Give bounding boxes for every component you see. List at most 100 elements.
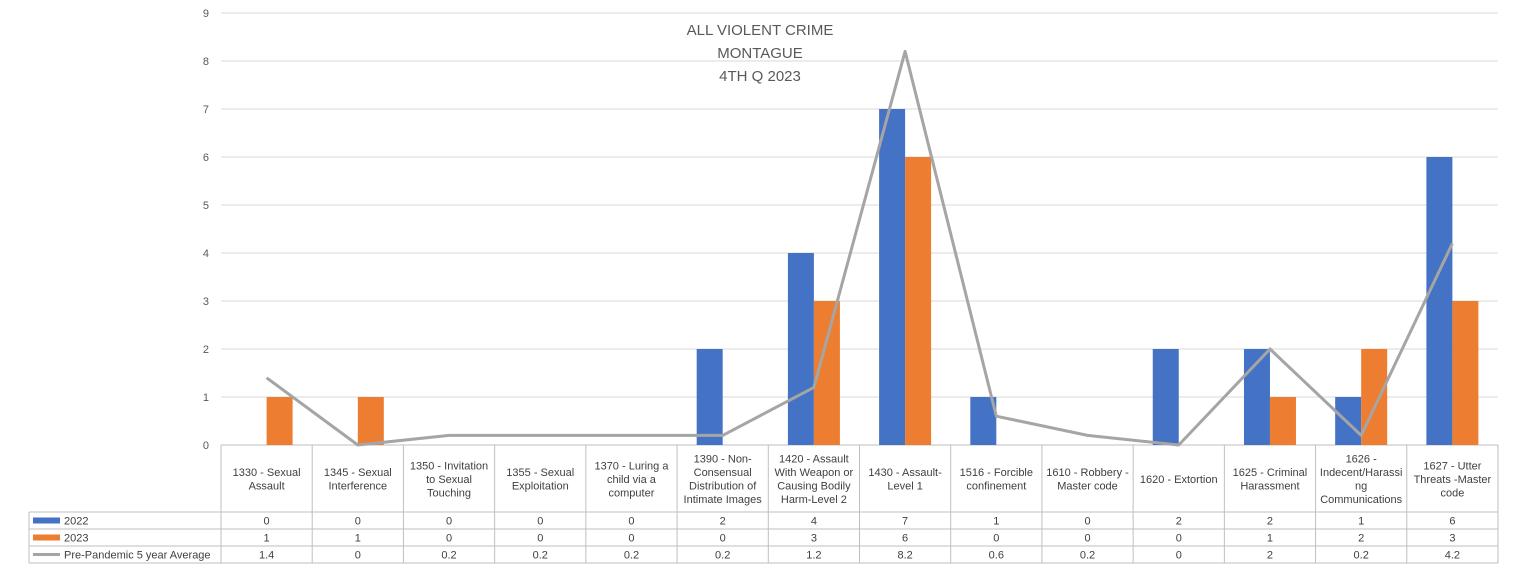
table-cell: 2 [1176, 516, 1182, 528]
table-cell: 0.2 [533, 550, 548, 562]
table-cell: 0 [355, 550, 361, 562]
category-label: Harm-Level 2 [781, 494, 847, 506]
table-cell: 4.2 [1445, 550, 1460, 562]
category-label: Exploitation [512, 481, 569, 493]
table-cell: 1 [993, 516, 999, 528]
category-label: Harassment [1240, 481, 1299, 493]
category-label: Communications [1320, 494, 1402, 506]
category-label: 1350 - Invitation [410, 460, 488, 472]
bar-2023-0 [266, 397, 293, 445]
table-cell: 0.2 [1080, 550, 1095, 562]
table-cell: 1 [1358, 516, 1364, 528]
y-tick-label: 1 [203, 392, 209, 404]
category-label: 1620 - Extortion [1140, 474, 1218, 486]
category-label: Touching [427, 487, 471, 499]
legend-label: 2023 [64, 533, 88, 545]
table-cell: 2 [1267, 516, 1273, 528]
y-tick-label: 2 [203, 344, 209, 356]
table-cell: 1.4 [259, 550, 274, 562]
category-label: 1627 - Utter [1423, 460, 1481, 472]
table-cell: 2 [720, 516, 726, 528]
category-label: Master code [1057, 481, 1118, 493]
table-cell: 1.2 [806, 550, 821, 562]
y-tick-label: 8 [203, 56, 209, 68]
legend-label: 2022 [64, 516, 88, 528]
y-tick-label: 9 [203, 8, 209, 20]
bar-2023-11 [1269, 397, 1296, 445]
y-tick-label: 4 [203, 248, 209, 260]
category-label: Distribution of [689, 481, 757, 493]
bar-2022-12 [1335, 397, 1362, 445]
category-label: 1626 - [1346, 454, 1378, 466]
category-label: Indecent/Harassi [1320, 467, 1403, 479]
y-tick-label: 5 [203, 200, 209, 212]
table-cell: 0.6 [989, 550, 1004, 562]
category-label: Assault [249, 481, 285, 493]
bar-2022-11 [1243, 349, 1270, 445]
table-cell: 0 [264, 516, 270, 528]
table-cell: 0.2 [441, 550, 456, 562]
table-cell: 8.2 [897, 550, 912, 562]
y-tick-label: 0 [203, 440, 209, 452]
legend-key-2023 [33, 534, 60, 541]
table-cell: 1 [264, 533, 270, 545]
table-cell: 0 [355, 516, 361, 528]
y-tick-label: 7 [203, 104, 209, 116]
y-tick-label: 6 [203, 152, 209, 164]
bar-2023-7 [905, 157, 932, 445]
table-cell: 3 [811, 533, 817, 545]
table-cell: 0 [537, 533, 543, 545]
chart-title-line: 4TH Q 2023 [719, 68, 801, 85]
table-cell: 0.2 [1354, 550, 1369, 562]
table-cell: 6 [902, 533, 908, 545]
table-cell: 0.2 [624, 550, 639, 562]
category-label: 1610 - Robbery - [1046, 467, 1129, 479]
category-label: 1625 - Criminal [1233, 467, 1308, 479]
table-cell: 0 [1084, 516, 1090, 528]
category-label: code [1440, 487, 1464, 499]
bar-2023-1 [357, 397, 384, 445]
legend-key-2022 [33, 517, 60, 524]
table-cell: 0 [446, 516, 452, 528]
table-cell: 2 [1358, 533, 1364, 545]
category-label: Level 1 [887, 481, 922, 493]
bar-2022-13 [1426, 157, 1453, 445]
category-label: computer [609, 487, 655, 499]
category-label: Intimate Images [684, 494, 763, 506]
table-cell: 0 [1084, 533, 1090, 545]
category-label: ng [1355, 481, 1367, 493]
bar-2023-13 [1452, 301, 1479, 445]
category-label: 1420 - Assault [779, 454, 849, 466]
table-cell: 7 [902, 516, 908, 528]
bar-2022-10 [1152, 349, 1179, 445]
table-cell: 0 [537, 516, 543, 528]
table-cell: 2 [1267, 550, 1273, 562]
chart-title-line: MONTAGUE [717, 45, 803, 62]
category-label: 1355 - Sexual [506, 467, 574, 479]
table-cell: 0 [446, 533, 452, 545]
category-label: confinement [966, 481, 1026, 493]
table-cell: 1 [1267, 533, 1273, 545]
category-label: 1390 - Non- [694, 454, 752, 466]
table-cell: 0 [993, 533, 999, 545]
category-label: 1430 - Assault- [868, 467, 942, 479]
y-tick-label: 3 [203, 296, 209, 308]
table-cell: 0.2 [715, 550, 730, 562]
table-cell: 0 [628, 516, 634, 528]
bar-2022-6 [787, 253, 814, 445]
table-cell: 4 [811, 516, 817, 528]
table-cell: 1 [355, 533, 361, 545]
table-cell: 0 [1176, 550, 1182, 562]
table-cell: 6 [1449, 516, 1455, 528]
bar-2022-5 [696, 349, 723, 445]
category-label: 1516 - Forcible [960, 467, 1033, 479]
category-label: Interference [328, 481, 387, 493]
category-label: 1345 - Sexual [324, 467, 392, 479]
category-label: Causing Bodily [777, 481, 851, 493]
category-label: child via a [607, 474, 657, 486]
bar-2022-7 [879, 109, 906, 445]
category-label: Threats -Master [1414, 474, 1492, 486]
table-cell: 0 [1176, 533, 1182, 545]
chart-title-line: ALL VIOLENT CRIME [687, 22, 834, 39]
